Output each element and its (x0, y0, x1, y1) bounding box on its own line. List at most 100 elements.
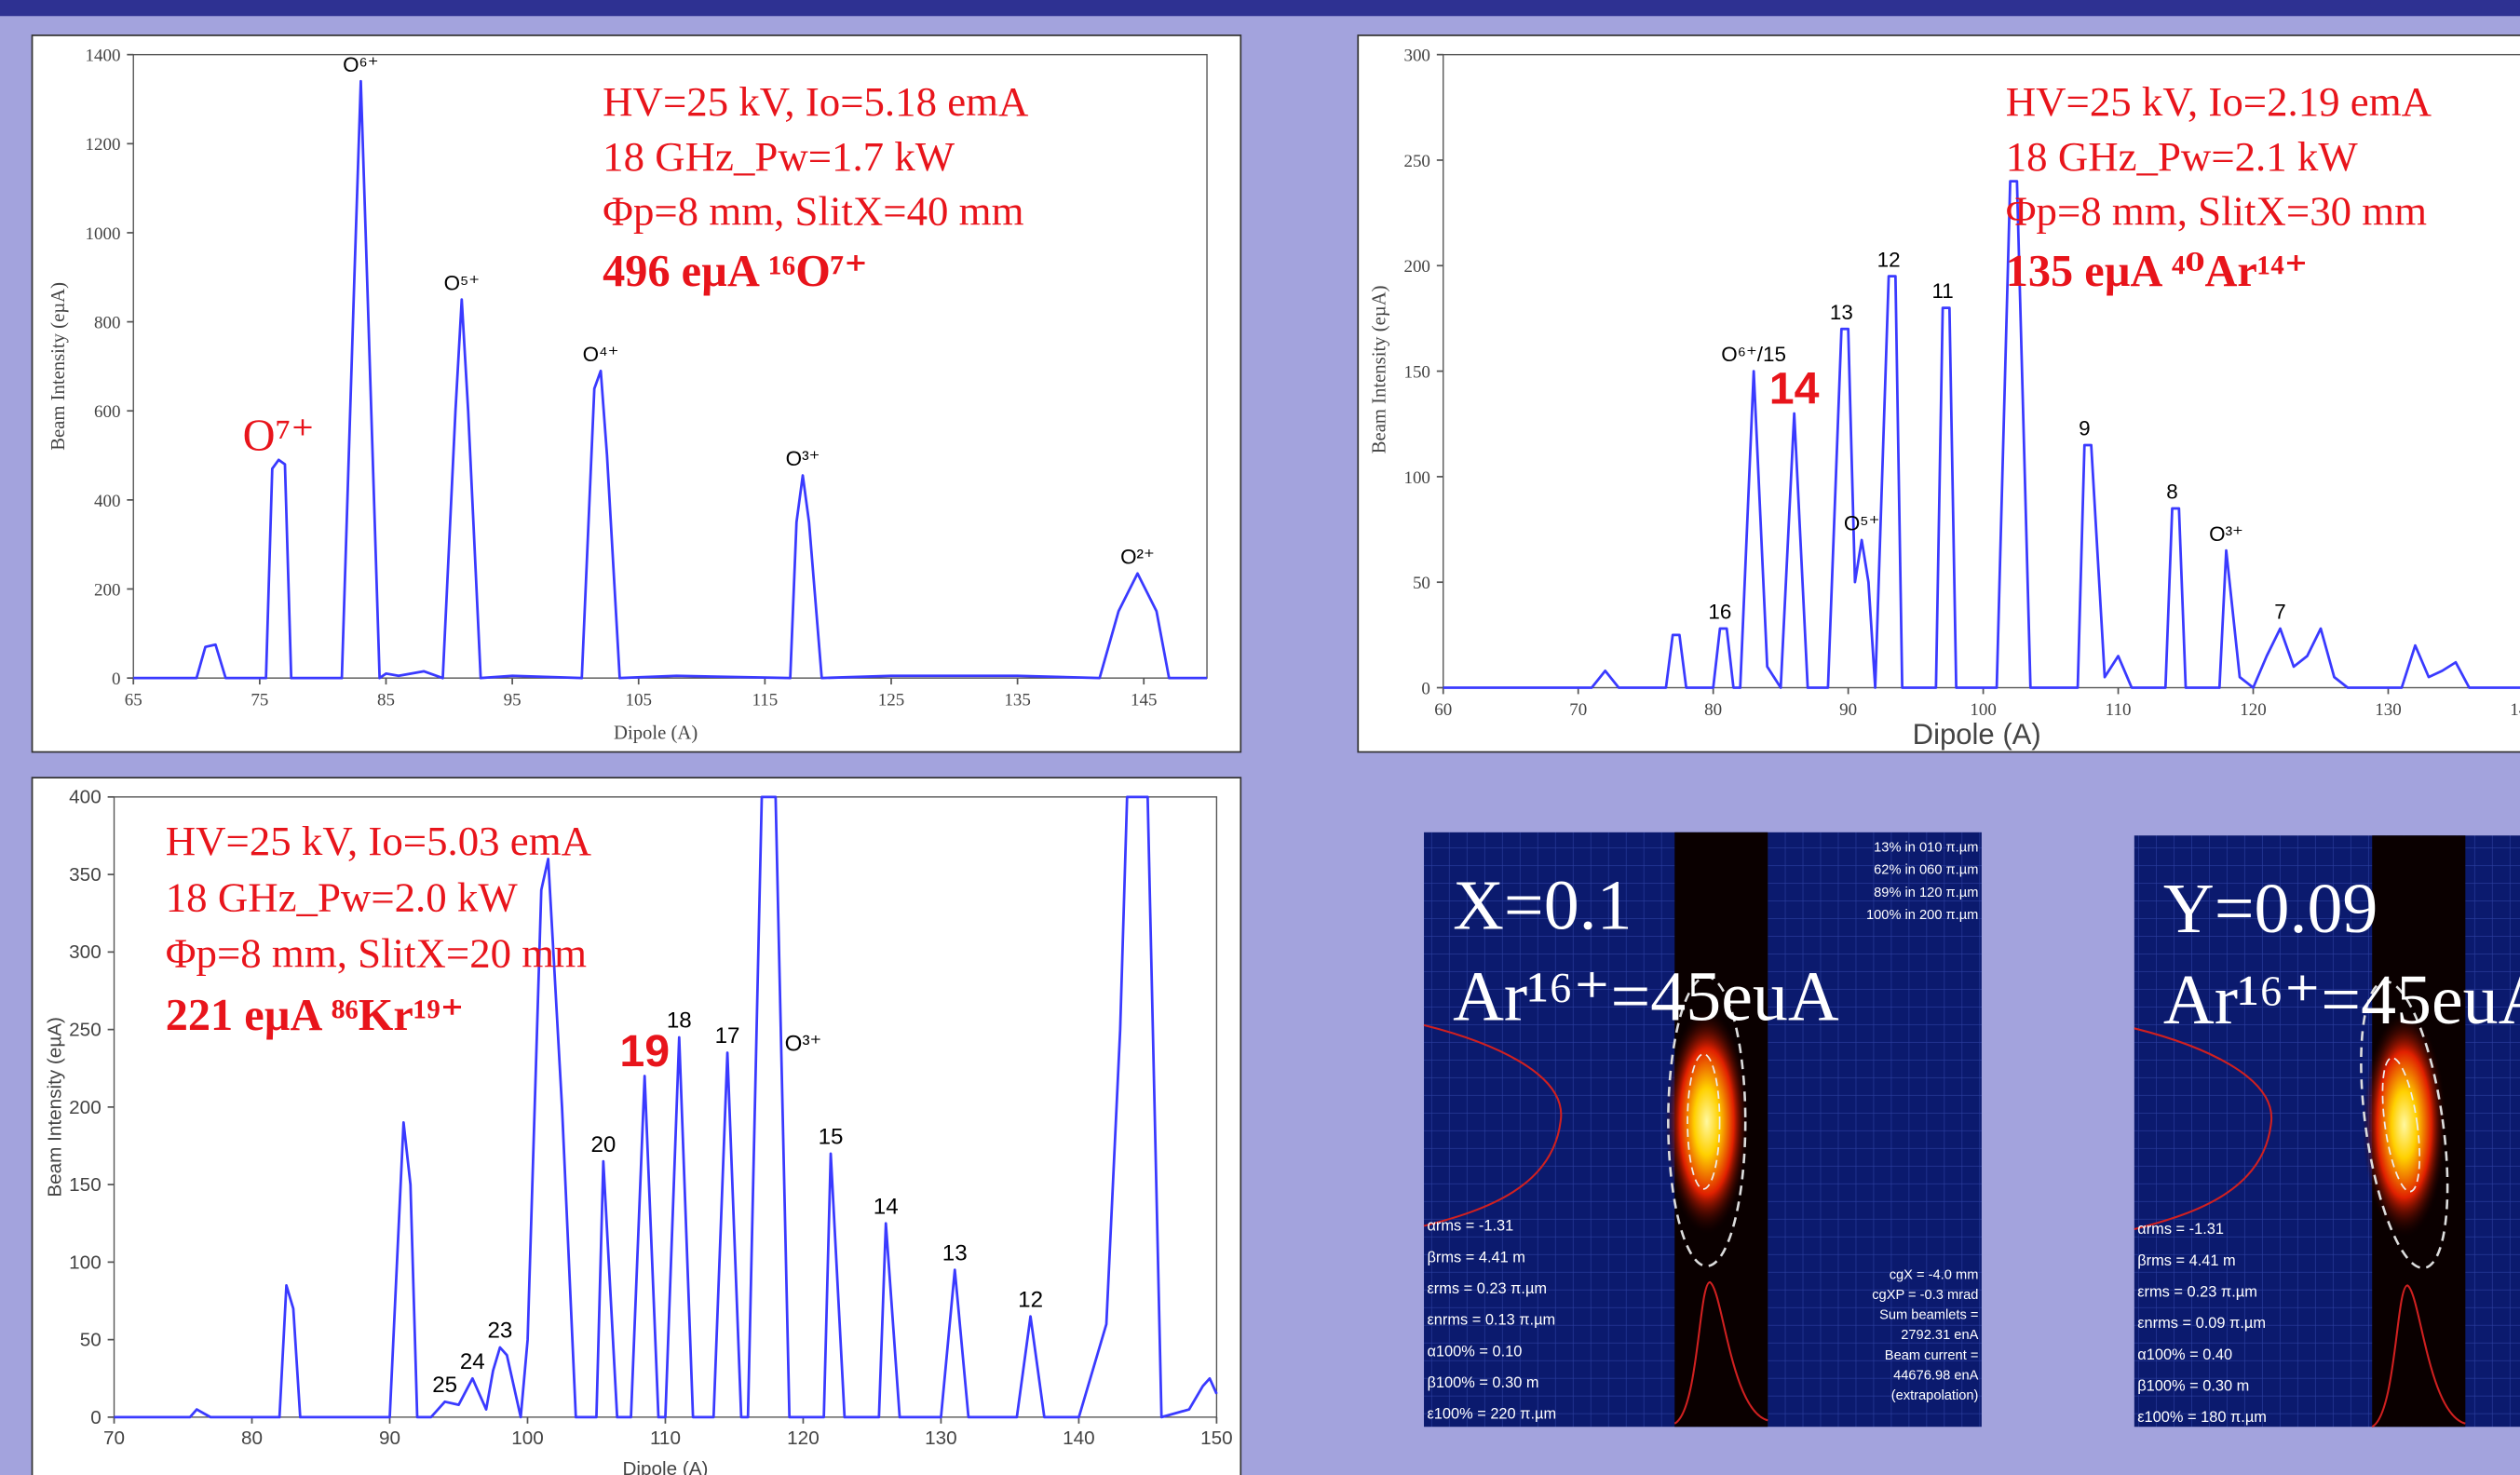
peak-label: O³⁺ (785, 1032, 822, 1057)
image-title: Y=0.09 (2163, 870, 2378, 948)
stat-text: Beam current = (1885, 1348, 1979, 1363)
x-tick-label: 130 (925, 1428, 957, 1449)
y-tick-label: 0 (90, 1407, 102, 1428)
peak-label: O³⁺ (2209, 522, 2243, 546)
peak-label: 20 (590, 1132, 616, 1157)
info-line: 18 GHz_Pw=1.7 kW (603, 133, 955, 180)
peak-label: 25 (432, 1373, 457, 1398)
peak-label: O⁶⁺/15 (1721, 343, 1786, 366)
info-line: HV=25 kV, Io=2.19 emA (2006, 78, 2432, 125)
x-tick-label: 85 (377, 690, 395, 710)
beam-image: X=0.1Ar¹⁶⁺=45euAαrms = -1.31βrms = 4.41 … (1424, 832, 1982, 1427)
info-line: HV=25 kV, Io=5.18 emA (603, 78, 1029, 125)
stat-text: β100% = 0.30 m (2137, 1377, 2249, 1394)
y-tick-label: 50 (80, 1330, 102, 1351)
x-tick-label: 75 (251, 690, 268, 710)
peak-label: O⁵⁺ (1844, 512, 1880, 535)
stat-text: Sum beamlets = (1879, 1308, 1978, 1323)
y-tick-label: 250 (69, 1020, 102, 1041)
peak-label: O⁷⁺ (243, 411, 315, 460)
image-title: X=0.1 (1453, 866, 1633, 944)
beam-spot (2363, 1012, 2446, 1238)
stat-text: ε100% = 180 π.µm (2137, 1409, 2267, 1426)
info-headline: 221 eµA ⁸⁶Kr¹⁹⁺ (166, 991, 465, 1040)
peak-label: 13 (1830, 301, 1853, 324)
x-axis-label: Dipole (A) (622, 1458, 708, 1475)
x-tick-label: 80 (1704, 700, 1722, 720)
y-tick-label: 600 (94, 402, 120, 422)
x-tick-label: 150 (1200, 1428, 1233, 1449)
stat-text: εnrms = 0.09 π.µm (2137, 1315, 2266, 1332)
x-tick-label: 90 (379, 1428, 400, 1449)
x-tick-label: 140 (2510, 700, 2520, 720)
peak-label: 13 (942, 1240, 968, 1265)
peak-label: 15 (819, 1124, 844, 1149)
info-headline: 496 eµA ¹⁶O⁷⁺ (603, 247, 868, 296)
top-band (0, 0, 2520, 16)
x-tick-label: 135 (1004, 690, 1030, 710)
info-line: 18 GHz_Pw=2.0 kW (166, 873, 519, 920)
stat-text: β100% = 0.30 m (1427, 1374, 1538, 1391)
y-tick-label: 400 (69, 787, 102, 808)
x-tick-label: 100 (1970, 700, 1996, 720)
y-tick-label: 1000 (85, 224, 120, 244)
x-tick-label: 130 (2375, 700, 2401, 720)
stat-text: (extrapolation) (1891, 1388, 1979, 1403)
peak-label: 14 (874, 1194, 899, 1219)
x-tick-label: 65 (125, 690, 142, 710)
stat-text: 89% in 120 π.µm (1874, 886, 1978, 900)
y-tick-label: 1200 (85, 135, 120, 155)
y-tick-label: 0 (112, 670, 120, 689)
y-tick-label: 350 (69, 864, 102, 886)
y-tick-label: 50 (1413, 574, 1430, 593)
peak-label: O⁶⁺ (343, 53, 379, 76)
peak-label: 23 (487, 1319, 512, 1344)
stat-text: ε100% = 220 π.µm (1427, 1406, 1556, 1423)
x-tick-label: 145 (1131, 690, 1157, 710)
stat-text: cgXP = -0.3 mrad (1872, 1288, 1978, 1303)
stat-text: εrms = 0.23 π.µm (1427, 1280, 1547, 1297)
stat-text: 44676.98 enA (1893, 1368, 1979, 1383)
peak-label: 17 (715, 1023, 740, 1049)
x-tick-label: 90 (1839, 700, 1857, 720)
stat-text: αrms = -1.31 (2137, 1221, 2224, 1238)
y-tick-label: 100 (1403, 468, 1429, 488)
x-tick-label: 70 (103, 1428, 125, 1449)
y-tick-label: 200 (69, 1097, 102, 1118)
x-tick-label: 70 (1569, 700, 1587, 720)
x-tick-label: 95 (504, 690, 522, 710)
stat-text: εrms = 0.23 π.µm (2137, 1283, 2257, 1300)
y-tick-label: 800 (94, 313, 120, 332)
x-tick-label: 140 (1063, 1428, 1095, 1449)
y-tick-label: 400 (94, 492, 120, 511)
x-tick-label: 105 (626, 690, 652, 710)
page: {"chart_data":[ {"type":"line","color":"… (0, 0, 2520, 1475)
y-tick-label: 300 (69, 941, 102, 963)
peak-label: O⁵⁺ (444, 271, 481, 294)
x-axis-label: Dipole (A) (614, 724, 698, 744)
stat-text: αrms = -1.31 (1427, 1218, 1513, 1235)
y-tick-label: 150 (1403, 362, 1429, 382)
peak-label: 18 (667, 1008, 692, 1034)
stat-text: cgX = -4.0 mm (1890, 1267, 1979, 1282)
stat-text: α100% = 0.40 (2137, 1346, 2232, 1363)
stat-text: βrms = 4.41 m (1427, 1249, 1524, 1265)
y-tick-label: 250 (1403, 152, 1429, 171)
x-tick-label: 80 (241, 1428, 263, 1449)
peak-label: O⁴⁺ (583, 343, 619, 366)
stat-text: εnrms = 0.13 π.µm (1427, 1312, 1555, 1329)
info-line: Φp=8 mm, SlitX=30 mm (2006, 188, 2427, 235)
stat-text: βrms = 4.41 m (2137, 1252, 2235, 1269)
stat-text: α100% = 0.10 (1427, 1343, 1522, 1360)
y-tick-label: 1400 (85, 47, 120, 66)
y-tick-label: 200 (94, 580, 120, 600)
x-tick-label: 125 (878, 690, 904, 710)
x-tick-label: 115 (752, 690, 778, 710)
info-headline: 135 eµA ⁴⁰Ar¹⁴⁺ (2006, 247, 2309, 296)
peak-label: 12 (1018, 1287, 1043, 1312)
x-tick-label: 120 (2240, 700, 2266, 720)
peak-label: 7 (2274, 601, 2285, 624)
slide: 0200400600800100012001400657585951051151… (0, 0, 2520, 1475)
peak-label: 8 (2166, 480, 2177, 504)
info-line: Φp=8 mm, SlitX=40 mm (603, 188, 1023, 235)
